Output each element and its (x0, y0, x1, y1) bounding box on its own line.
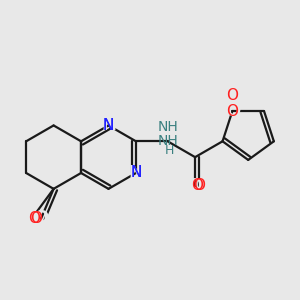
Text: O: O (34, 209, 49, 227)
Text: O: O (30, 211, 42, 226)
Text: N: N (130, 166, 142, 181)
Text: O: O (28, 211, 40, 226)
Text: O: O (188, 177, 203, 195)
Text: N: N (130, 166, 142, 181)
Text: O: O (226, 104, 238, 119)
Text: O: O (226, 88, 238, 104)
Text: NH: NH (157, 134, 178, 148)
Text: N: N (103, 118, 114, 133)
Text: O: O (192, 178, 204, 193)
Text: N: N (103, 118, 114, 133)
Text: O: O (193, 178, 205, 193)
Text: N: N (128, 164, 143, 182)
Text: N: N (101, 116, 116, 134)
Text: O: O (225, 102, 240, 120)
Text: NH: NH (157, 120, 178, 134)
Text: H: H (164, 144, 174, 158)
